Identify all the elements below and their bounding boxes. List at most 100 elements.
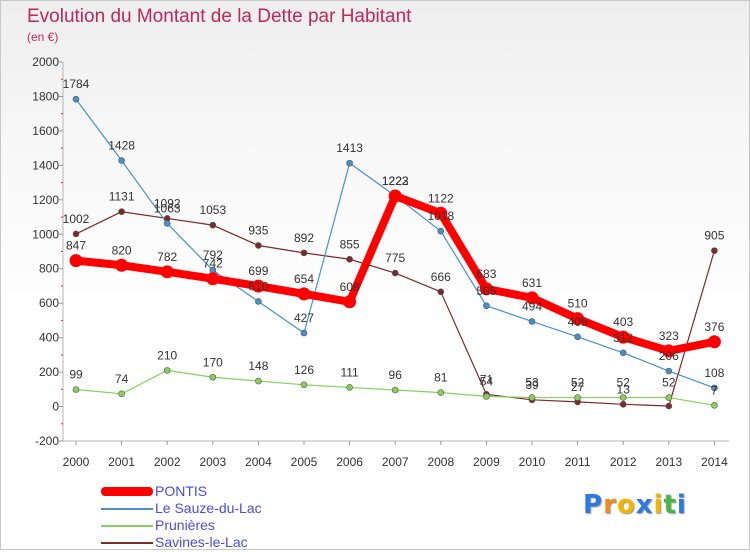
data-point	[665, 394, 673, 401]
data-point	[437, 389, 445, 396]
legend-swatch	[101, 508, 153, 510]
data-point	[160, 265, 174, 279]
data-point	[343, 295, 357, 309]
legend-swatch	[101, 487, 153, 496]
data-point	[571, 312, 585, 326]
data-label: 206	[659, 349, 679, 363]
legend-label: Savines-le-Lac	[155, 534, 248, 550]
data-point	[163, 220, 171, 227]
data-label: 782	[157, 250, 177, 264]
data-point	[574, 394, 581, 401]
data-point	[346, 255, 353, 263]
data-label: 53	[525, 376, 539, 390]
data-label: 666	[431, 270, 451, 284]
data-label: 1063	[154, 201, 181, 215]
y-tick-label: -200	[35, 434, 59, 448]
y-tick-label: 1800	[32, 89, 59, 103]
y-tick-label: 400	[39, 331, 59, 345]
data-label: 892	[294, 231, 314, 245]
data-point	[346, 384, 353, 391]
data-label: 683	[476, 267, 496, 281]
data-point	[619, 349, 627, 357]
data-label: 820	[112, 243, 132, 257]
data-label: 405	[568, 315, 588, 329]
data-point	[206, 272, 220, 286]
data-point	[707, 335, 721, 349]
series-points	[69, 95, 721, 410]
data-point	[163, 367, 171, 374]
data-label: 847	[66, 239, 86, 253]
chart-title: Evolution du Montant de la Dette par Hab…	[27, 6, 412, 27]
data-point	[391, 386, 399, 394]
x-tick-label: 2004	[245, 455, 272, 469]
data-label: 855	[340, 237, 360, 251]
data-point	[255, 377, 262, 385]
logo-letter: o	[616, 490, 636, 520]
data-label: 52	[571, 376, 585, 390]
data-point	[665, 367, 673, 375]
data-point	[711, 247, 718, 254]
data-label: 71	[480, 372, 494, 386]
data-point	[118, 390, 125, 398]
data-label: 126	[294, 363, 314, 377]
data-label: 312	[613, 331, 633, 345]
y-tick-label: 1600	[32, 124, 59, 138]
data-label: 1053	[199, 203, 226, 217]
data-point	[118, 208, 125, 216]
data-point	[528, 394, 536, 401]
data-label: 39	[525, 378, 539, 392]
data-label: 1002	[63, 212, 90, 226]
data-label: 376	[704, 320, 724, 334]
x-tick-label: 2014	[701, 455, 728, 469]
x-tick-label: 2008	[427, 455, 454, 469]
x-tick-label: 2005	[291, 455, 318, 469]
data-label: 654	[294, 272, 314, 286]
data-label: 1223	[382, 174, 409, 188]
x-tick-label: 2002	[154, 455, 181, 469]
data-label: 323	[659, 329, 679, 343]
legend-label: PONTIS	[155, 483, 208, 499]
data-point	[209, 221, 217, 229]
data-label: 494	[522, 299, 542, 313]
data-label: 403	[613, 315, 633, 329]
data-label: 108	[704, 366, 724, 380]
y-tick-label: 800	[39, 262, 59, 276]
data-point	[251, 279, 265, 293]
data-label: 1222	[382, 174, 409, 188]
data-point	[115, 258, 129, 272]
x-tick-label: 2000	[63, 455, 90, 469]
legend-label: Prunières	[155, 517, 215, 533]
axes: -200 0 200 400 600 800 1000 1200 1400 1600 1800 200…	[32, 55, 729, 469]
data-point	[118, 157, 125, 164]
data-label: 13	[617, 382, 631, 396]
data-label: 510	[568, 297, 588, 311]
data-label: 111	[340, 365, 359, 379]
data-label: 610	[248, 279, 268, 293]
data-point	[346, 159, 353, 167]
data-label: 935	[248, 223, 268, 237]
data-point	[72, 230, 80, 238]
data-point	[69, 254, 83, 268]
legend-label: Le Sauze-du-Lac	[155, 500, 262, 516]
data-label: 905	[704, 229, 724, 243]
data-label: 148	[248, 359, 268, 373]
data-point	[616, 330, 630, 344]
data-label: 1413	[336, 141, 363, 155]
data-label: 81	[434, 371, 448, 385]
data-point	[300, 381, 308, 389]
y-tick-label: 0	[52, 400, 59, 414]
data-label: 96	[389, 368, 403, 382]
logo-letter: t	[663, 490, 677, 520]
data-point	[525, 291, 539, 305]
data-point	[388, 189, 402, 203]
data-label: 427	[294, 311, 314, 325]
x-tick-label: 2001	[108, 455, 135, 469]
data-label: 7	[711, 383, 718, 397]
data-point	[434, 206, 448, 220]
proxiti-logo: Proxiti	[583, 490, 687, 520]
data-labels: 847 820 782 742 699 654 608 1222 1122 683 631 510 40…	[63, 77, 725, 397]
data-label: 52	[662, 376, 676, 390]
data-label: 210	[157, 348, 177, 362]
data-point	[72, 95, 80, 103]
